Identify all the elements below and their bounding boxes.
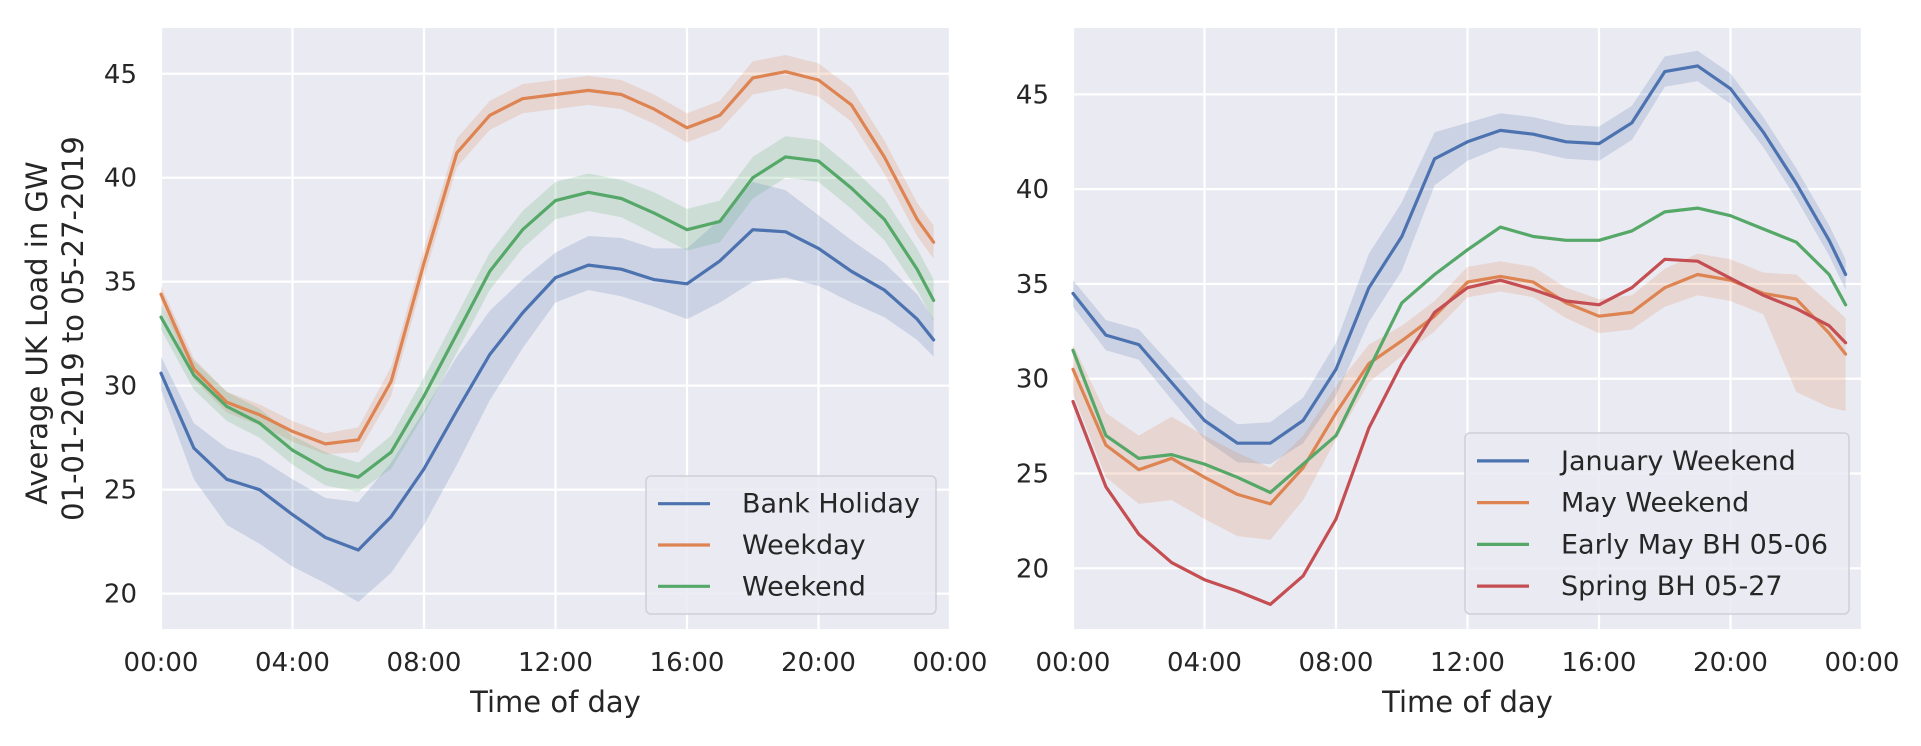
series-line-early-may-bh-05-06	[1071, 206, 1848, 495]
y-tick-label: 30	[1016, 365, 1049, 395]
chart-panel-right: 00:00 04:00 08:00 12:00 16:00 20:00 00:00 20 25…	[1016, 28, 1900, 719]
series-line-weekday	[159, 70, 936, 446]
y-tick-label: 20	[104, 580, 137, 610]
y-tick-label: 40	[104, 164, 137, 194]
series-line-bank-holiday	[159, 228, 936, 552]
y-tick-label: 45	[1016, 80, 1049, 110]
y-axis-label-left: Average UK Load in GW 01-01-2019 to 05-2…	[20, 136, 90, 521]
legend-left: Bank Holiday Weekday Weekend	[645, 475, 937, 615]
x-tick-label: 16:00	[650, 648, 725, 678]
x-tick-labels-right: 00:00 04:00 08:00 12:00 16:00 20:00 00:00	[1036, 648, 1900, 678]
legend-label-early-may-bh-05-06: Early May BH 05-06	[1561, 529, 1828, 560]
y-tick-label: 25	[104, 476, 137, 506]
y-tick-label: 35	[104, 268, 137, 298]
y-tick-labels-left: 20 25 30 35 40 45	[104, 60, 137, 610]
ci-band-may-weekend	[1073, 253, 1846, 540]
series-line-weekend	[159, 155, 936, 479]
legend-frame	[645, 475, 937, 615]
legend-label-weekday: Weekday	[742, 530, 866, 561]
x-tick-label: 00:00	[1036, 648, 1111, 678]
series-line-spring-bh-05-27	[1071, 257, 1848, 607]
legend-frame	[1464, 432, 1850, 615]
chart-panel-left: 00:00 04:00 08:00 12:00 16:00 20:00 00:00 20 25…	[20, 28, 987, 719]
x-axis-label-left: Time of day	[469, 685, 641, 719]
ci-band-bank-holiday	[161, 181, 934, 602]
y-tick-labels-right: 20 25 30 35 40 45	[1016, 80, 1049, 584]
x-tick-labels-left: 00:00 04:00 08:00 12:00 16:00 20:00 00:00	[124, 648, 988, 678]
y-axis-label-line1: Average UK Load in GW	[20, 161, 54, 504]
y-tick-label: 35	[1016, 270, 1049, 300]
legend-label-january-weekend: January Weekend	[1559, 446, 1796, 477]
series-lines-right	[1071, 64, 1848, 607]
series-line-may-weekend	[1071, 272, 1848, 506]
ci-bands-right	[1073, 50, 1846, 540]
y-tick-label: 20	[1016, 554, 1049, 584]
x-tick-label: 20:00	[781, 648, 856, 678]
legend-label-weekend: Weekend	[742, 571, 866, 602]
y-tick-label: 30	[104, 372, 137, 402]
x-axis-label-right: Time of day	[1381, 685, 1553, 719]
x-tick-label: 16:00	[1562, 648, 1637, 678]
y-tick-label: 45	[104, 60, 137, 90]
legend-label-spring-bh-05-27: Spring BH 05-27	[1561, 571, 1783, 602]
x-tick-label: 00:00	[913, 648, 988, 678]
y-tick-label: 25	[1016, 460, 1049, 490]
x-tick-label: 00:00	[124, 648, 199, 678]
y-axis-label-line2: 01-01-2019 to 05-27-2019	[56, 136, 90, 521]
series-lines-left	[159, 70, 936, 552]
x-tick-label: 08:00	[1299, 648, 1374, 678]
ci-band-weekday	[161, 55, 934, 455]
legend-label-may-weekend: May Weekend	[1561, 488, 1749, 519]
x-tick-label: 00:00	[1825, 648, 1900, 678]
x-tick-label: 04:00	[1167, 648, 1242, 678]
y-tick-label: 40	[1016, 175, 1049, 205]
x-tick-label: 20:00	[1693, 648, 1768, 678]
x-tick-label: 04:00	[255, 648, 330, 678]
x-tick-label: 12:00	[518, 648, 593, 678]
ci-band-january-weekend	[1073, 50, 1846, 465]
x-tick-label: 12:00	[1430, 648, 1505, 678]
x-tick-label: 08:00	[387, 648, 462, 678]
series-line-january-weekend	[1071, 64, 1848, 445]
legend-right: January Weekend May Weekend Early May BH 0…	[1464, 432, 1850, 615]
legend-label-bank-holiday: Bank Holiday	[742, 489, 920, 520]
